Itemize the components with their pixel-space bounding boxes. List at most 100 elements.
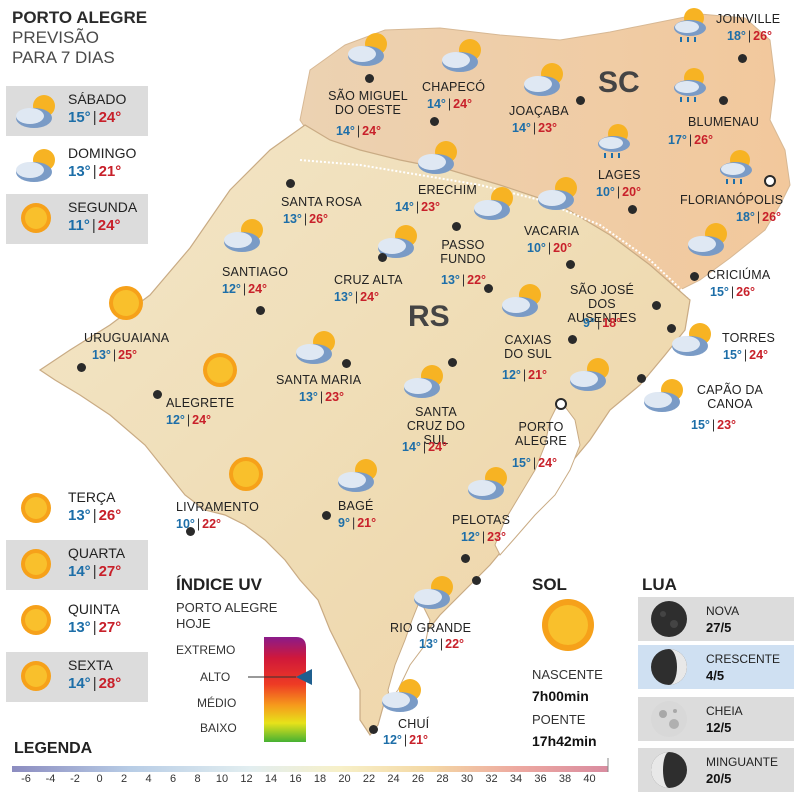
partly-cloudy-icon [474,187,513,220]
first-quarter-moon-icon [651,649,687,685]
rain-cloud-icon [598,124,630,158]
city-label: TORRES [722,331,776,345]
partly-cloudy-icon [524,63,563,96]
new-moon-icon [651,601,687,637]
city-label: SÃO MIGUEL DO OESTE [328,89,408,117]
city-label: PASSO FUNDO [440,238,486,266]
forecast-day-name: QUINTA [68,601,120,617]
partly-cloudy-icon [224,219,263,252]
moon-phase-full: CHEIA 12/5 [638,697,794,741]
city-label: SANTA ROSA [281,195,362,209]
legend-tick: 40 [583,773,596,785]
forecast-day-3: TERÇA 13° | 26° [6,484,148,534]
partly-cloudy-icon [688,223,727,256]
uv-location: PORTO ALEGRE [176,600,278,615]
city-label: URUGUAIANA [84,331,170,345]
city-marker [256,306,265,315]
capital-marker [764,175,776,187]
city-label: ERECHIM [418,183,478,197]
city-marker [430,117,439,126]
city-label: CAXIAS DO SUL [504,333,552,361]
city-marker [77,363,86,372]
city-marker [286,179,295,188]
city-marker [472,576,481,585]
city-label: VACARIA [524,224,580,238]
city-marker [322,511,331,520]
legend-tick: 4 [145,773,152,785]
moon-phase-crescent: CRESCENTE 4/5 [638,645,794,689]
forecast-day-4: QUARTA 14° | 27° [6,540,148,590]
rain-cloud-icon [674,68,706,102]
city-marker [186,527,195,536]
city-marker [452,222,461,231]
city-label: JOAÇABA [509,104,569,118]
city-label: FLORIANÓPOLIS [680,193,784,207]
legend-tick: 38 [558,773,572,785]
city-label: SANTA MARIA [276,373,362,387]
sun-icon [21,605,51,635]
forecast-day-name: DOMINGO [68,145,137,161]
city-label: BLUMENAU [688,115,760,129]
city-marker [652,301,661,310]
forecast-day-name: SEGUNDA [68,199,138,215]
legend-tick: 20 [338,773,351,785]
uv-level-high: ALTO [200,670,231,684]
uv-day: HOJE [176,616,211,631]
state-label-rs: RS [408,300,450,333]
forecast-day-6: SEXTA 14° | 28° [6,652,148,702]
legend-title: LEGENDA [14,740,93,757]
partly-cloudy-icon [338,459,377,492]
forecast-day-name: SÁBADO [68,91,127,107]
partly-cloudy-icon [538,177,577,210]
moon-phase-new: NOVA 27/5 [638,597,794,641]
partly-cloudy-icon [414,576,453,609]
uv-title: ÍNDICE UV [176,575,262,594]
legend-tick: 28 [436,773,449,785]
legend-tick: -2 [70,773,80,785]
forecast-day-name: SEXTA [68,657,113,673]
forecast-day-5: QUINTA 13° | 27° [6,596,148,646]
partly-cloudy-icon [382,679,421,712]
legend-tick: 16 [289,773,302,785]
city-label: SÃO JOSÉ DOS AUSENTES [567,283,637,325]
sun-icon [21,203,51,233]
last-quarter-moon-icon [651,752,687,788]
sun-icon [229,457,263,491]
city-marker [461,554,470,563]
forecast-day-0: SÁBADO 15° | 24° [6,86,148,136]
sun-icon [542,599,594,651]
partly-cloudy-icon [644,379,683,412]
partly-cloudy-icon [378,225,417,258]
city-label: BAGÉ [338,499,374,513]
legend-tick: 26 [411,773,425,785]
legend-tick: 6 [169,773,177,785]
city-label: ALEGRETE [166,396,235,410]
partly-cloudy-icon [16,149,55,182]
partly-cloudy-icon [672,323,711,356]
city-marker [719,96,728,105]
city-marker [637,374,646,383]
legend-tick: 8 [194,773,201,785]
partly-cloudy-icon [468,467,507,500]
partly-cloudy-icon [348,33,387,66]
forecast-day-1: DOMINGO 13° | 21° [6,140,148,190]
city-marker [628,205,637,214]
header-line3: PARA 7 DIAS [12,48,115,67]
partly-cloudy-icon [442,39,481,72]
city-marker [568,335,577,344]
legend-tick: 18 [313,773,327,785]
legend-tick: 2 [120,773,128,785]
city-label: CRUZ ALTA [334,273,403,287]
city-label: CHAPECÓ [422,80,486,94]
sun-icon [21,493,51,523]
forecast-day-name: QUARTA [68,545,126,561]
sun-icon [203,353,237,387]
moon-title: LUA [642,575,677,594]
city-label: LAGES [598,168,641,182]
city-label: RIO GRANDE [390,621,472,635]
city-marker [484,284,493,293]
uv-level-extreme: EXTREMO [176,643,236,657]
partly-cloudy-icon [296,331,335,364]
partly-cloudy-icon [502,284,541,317]
